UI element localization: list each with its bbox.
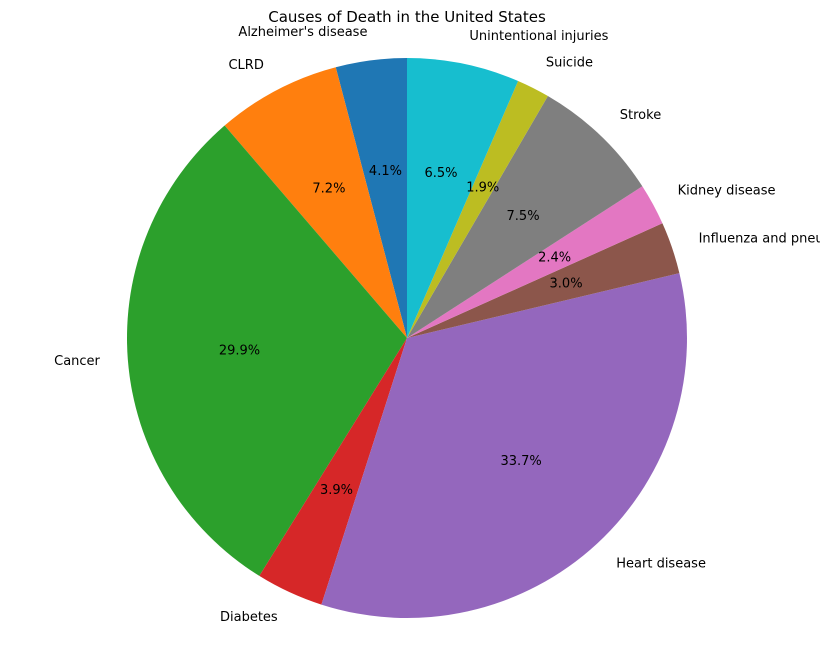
pie-slice-6: [407, 186, 663, 338]
pie-slice-category-label: Unintentional injuries: [469, 29, 608, 44]
pie-slice-7: [407, 96, 643, 338]
pie-slice-0: [335, 58, 407, 338]
pie-slice-pct-label: 6.5%: [425, 166, 458, 181]
pie-slice-pct-label: 29.9%: [219, 343, 260, 358]
pie-slice-pct-label: 3.0%: [550, 276, 583, 291]
pie-slice-category-label: CLRD: [228, 58, 263, 73]
pie-slice-1: [224, 67, 407, 338]
pie-slice-category-label: Heart disease: [616, 557, 706, 572]
pie-labels: 4.1% Alzheimer's disease 7.2% CLRD 29.9% Canc…: [54, 25, 820, 625]
pie-slices: [127, 58, 687, 618]
chart-title: Causes of Death in the United States: [268, 8, 546, 26]
pie-slice-category-label: Influenza and pneumonia: [699, 231, 820, 246]
pie-slice-3: [259, 338, 407, 605]
pie-slice-9: [407, 58, 519, 338]
pie-slice-category-label: Alzheimer's disease: [238, 25, 367, 40]
pie-slice-pct-label: 33.7%: [500, 454, 541, 469]
pie-slice-pct-label: 7.2%: [312, 182, 345, 197]
pie-slice-8: [407, 80, 548, 338]
pie-slice-category-label: Stroke: [620, 108, 661, 123]
pie-slice-pct-label: 4.1%: [369, 164, 402, 179]
pie-slice-2: [127, 125, 408, 576]
pie-slice-pct-label: 2.4%: [538, 250, 571, 265]
pie-slice-category-label: Kidney disease: [678, 184, 776, 199]
pie-slice-pct-label: 1.9%: [466, 181, 499, 196]
pie-slice-category-label: Suicide: [546, 56, 593, 71]
pie-slice-pct-label: 3.9%: [320, 483, 353, 498]
pie-slice-4: [321, 273, 687, 618]
pie-slice-5: [407, 223, 680, 338]
pie-slice-category-label: Diabetes: [220, 610, 278, 625]
pie-slice-category-label: Cancer: [54, 354, 100, 369]
pie-slice-pct-label: 7.5%: [507, 209, 540, 224]
